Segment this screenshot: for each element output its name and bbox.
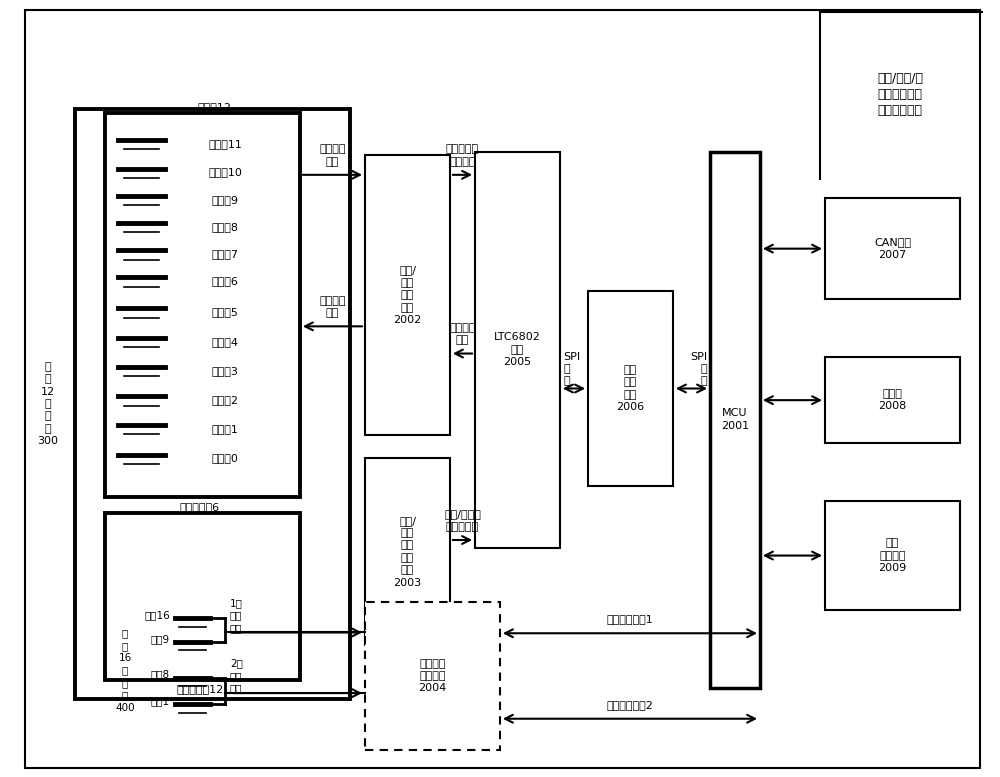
Text: 采集/
放电
处理
电路
2002: 采集/ 放电 处理 电路 2002 xyxy=(393,266,422,325)
Text: 电池线11: 电池线11 xyxy=(208,139,242,148)
Bar xyxy=(105,113,300,497)
Text: 电源
处理模块
2009: 电源 处理模块 2009 xyxy=(878,538,907,573)
Text: 整组/
半组
电压
采集
电路
2003: 整组/ 半组 电压 采集 电路 2003 xyxy=(393,516,422,587)
Text: 2路
温度
采集: 2路 温度 采集 xyxy=(230,659,243,693)
Bar xyxy=(105,513,300,680)
Text: 电池采集线6: 电池采集线6 xyxy=(180,502,220,511)
Text: 电池线1: 电池线1 xyxy=(212,424,238,434)
Bar xyxy=(710,152,760,688)
Text: 每
组
16
个
温
度
400: 每 组 16 个 温 度 400 xyxy=(115,629,135,713)
Bar xyxy=(365,155,450,435)
Text: 拨码器
2008: 拨码器 2008 xyxy=(878,389,907,411)
Bar xyxy=(75,109,350,699)
Bar xyxy=(588,291,673,486)
Text: 温度9: 温度9 xyxy=(151,634,170,643)
Text: 电池线9: 电池线9 xyxy=(212,195,239,204)
Bar xyxy=(825,501,960,610)
Text: 1路
温度
采集: 1路 温度 采集 xyxy=(230,598,243,632)
Text: 处理后电压
采集通道: 处理后电压 采集通道 xyxy=(446,145,479,166)
Text: 均衡输出
通道: 均衡输出 通道 xyxy=(319,296,346,318)
Bar xyxy=(475,152,560,548)
Text: 电池采集线12: 电池采集线12 xyxy=(176,685,224,694)
Text: 温度1: 温度1 xyxy=(151,696,170,706)
Text: SPI
总
线: SPI 总 线 xyxy=(690,352,707,386)
Text: 电池线10: 电池线10 xyxy=(208,168,242,177)
Text: 电池线12: 电池线12 xyxy=(198,103,232,112)
Text: 每
组
12
节
电
池
300: 每 组 12 节 电 池 300 xyxy=(38,362,58,446)
Text: 温度采集通道2: 温度采集通道2 xyxy=(607,700,653,709)
Text: SPI
总
线: SPI 总 线 xyxy=(563,352,580,386)
Text: LTC6802
模块
2005: LTC6802 模块 2005 xyxy=(494,333,541,367)
Text: 电池线5: 电池线5 xyxy=(212,308,238,317)
Text: 温度采集通道1: 温度采集通道1 xyxy=(607,615,653,624)
Text: 电池线6: 电池线6 xyxy=(212,277,238,286)
Bar xyxy=(365,602,500,750)
Text: 电池线3: 电池线3 xyxy=(212,366,238,375)
Text: 数字
光耦
隔离
2006: 数字 光耦 隔离 2006 xyxy=(616,365,645,412)
Bar xyxy=(825,357,960,443)
Text: 温度16: 温度16 xyxy=(144,611,170,620)
Text: 温度8: 温度8 xyxy=(151,670,170,679)
Text: MCU
2001: MCU 2001 xyxy=(721,409,749,430)
Text: 电池线2: 电池线2 xyxy=(212,395,239,405)
Text: 电池温度
采集电路
2004: 电池温度 采集电路 2004 xyxy=(418,659,447,693)
Text: 电池线7: 电池线7 xyxy=(212,249,239,259)
Text: 电压输入
通道: 电压输入 通道 xyxy=(319,145,346,166)
Text: 单体/整组/半
组电压与温度
多路采集框图: 单体/整组/半 组电压与温度 多路采集框图 xyxy=(877,72,923,117)
Text: 均衡输出
通道: 均衡输出 通道 xyxy=(449,323,476,345)
Text: 电池线4: 电池线4 xyxy=(212,337,239,347)
Text: 电池线0: 电池线0 xyxy=(212,454,238,463)
Text: 电池线8: 电池线8 xyxy=(212,222,239,232)
Text: 整组/半组电
压采集通道: 整组/半组电 压采集通道 xyxy=(444,510,481,531)
Text: CAN模块
2007: CAN模块 2007 xyxy=(874,238,911,260)
Bar xyxy=(365,458,450,645)
Bar xyxy=(825,198,960,299)
